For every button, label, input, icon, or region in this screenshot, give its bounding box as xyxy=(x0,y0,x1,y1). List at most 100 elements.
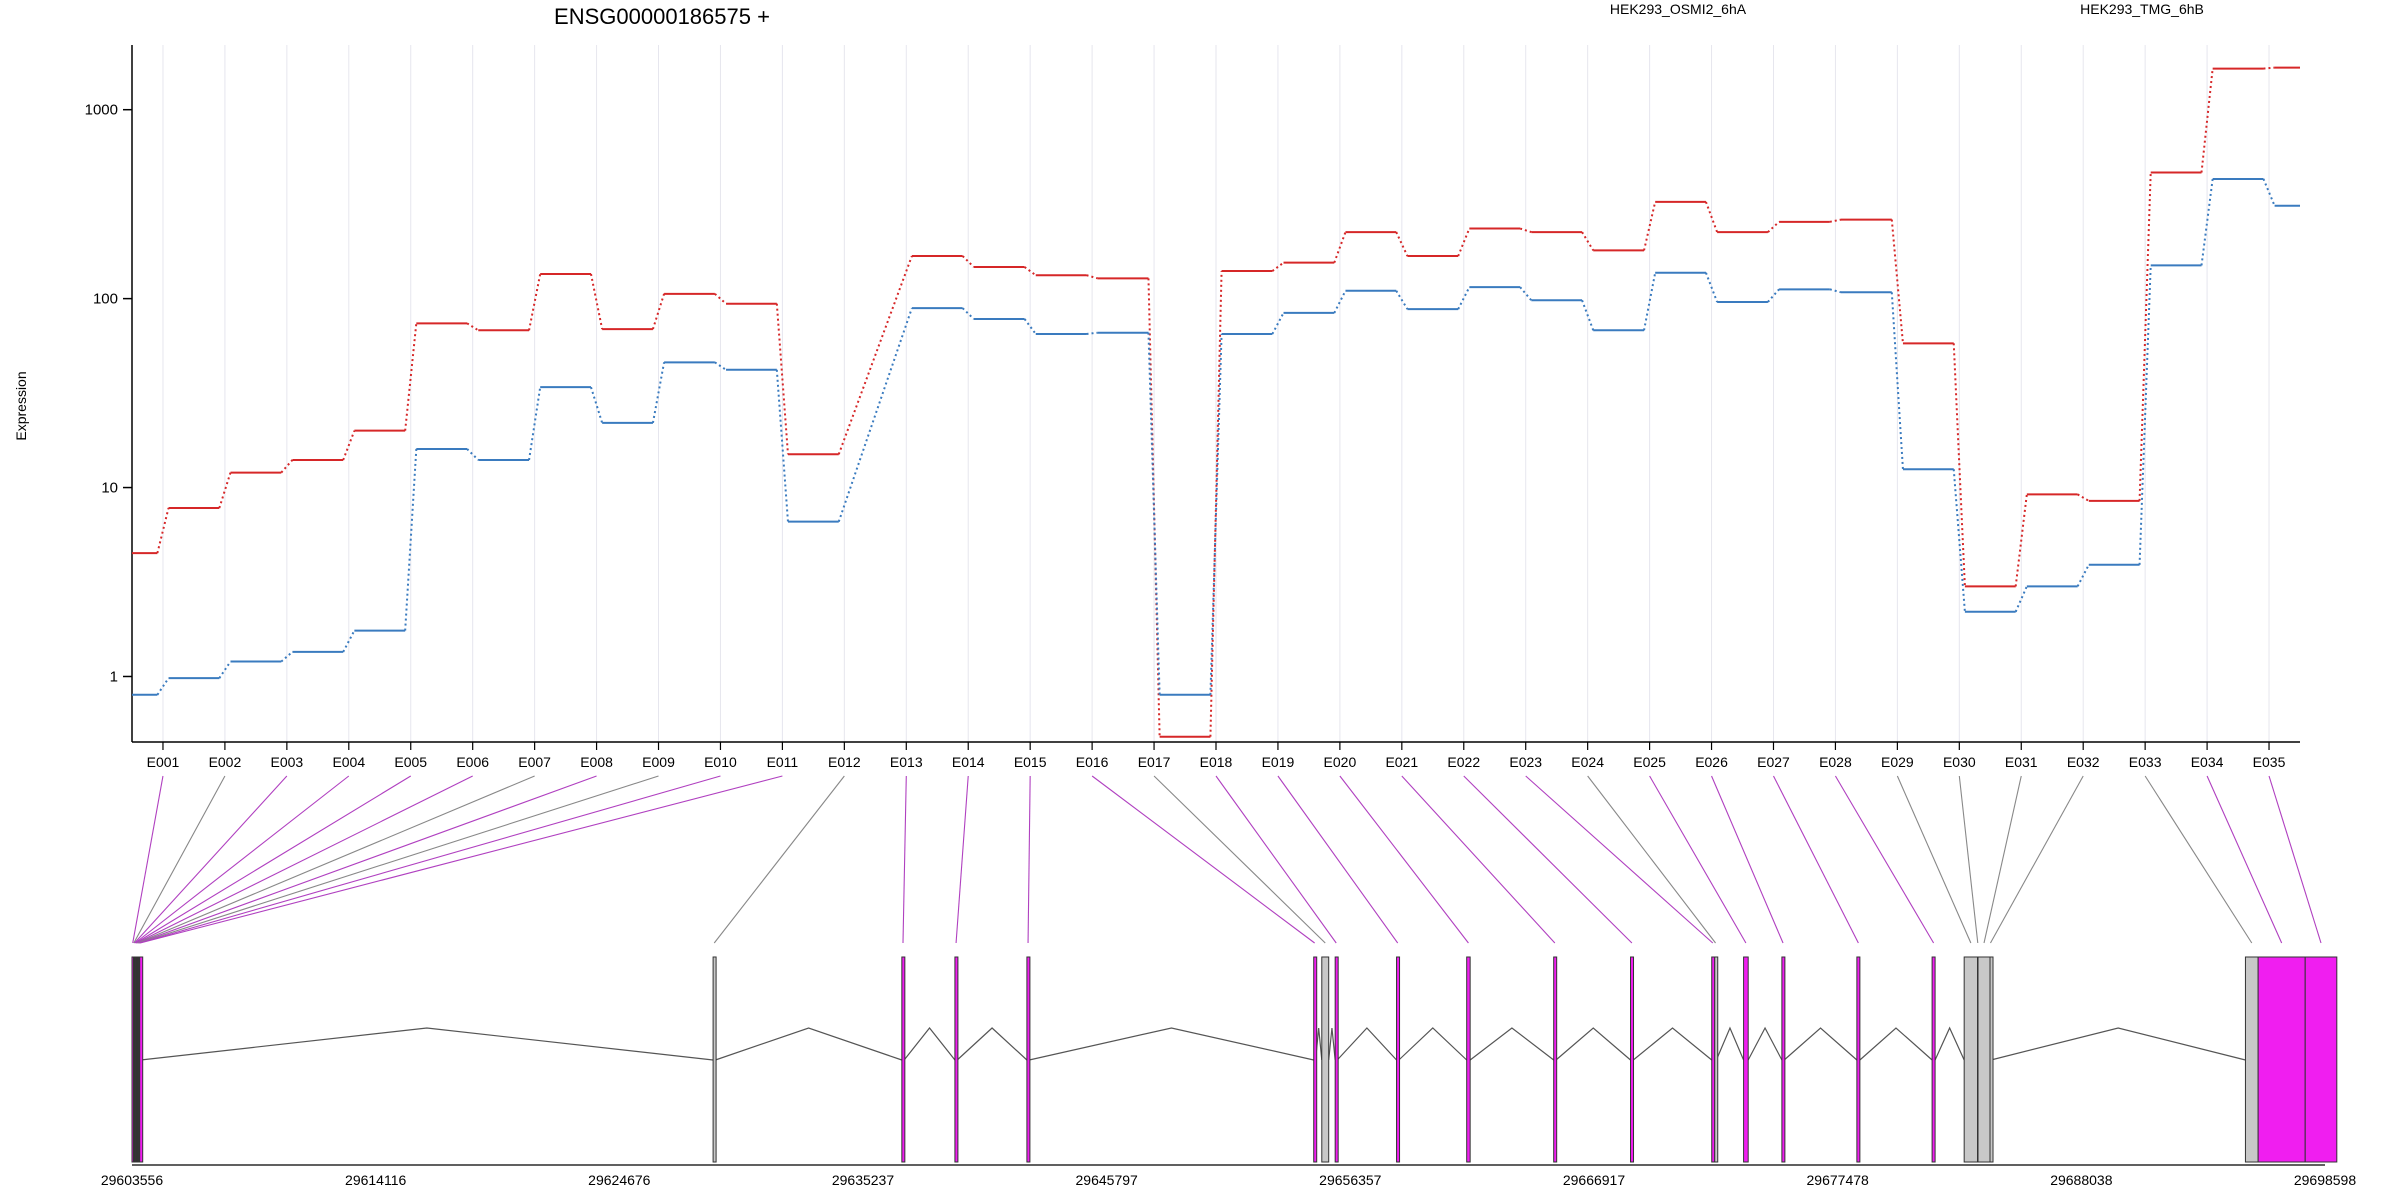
series-transition xyxy=(1705,272,1719,303)
intron-arc xyxy=(1747,1026,1783,1061)
coordinate-label: 29603556 xyxy=(101,1172,164,1188)
x-tick-label: E027 xyxy=(1757,754,1790,770)
x-tick-label: E016 xyxy=(1076,754,1109,770)
series-HEK293_OSMI2_6hA xyxy=(132,66,2300,738)
exon-e017 xyxy=(1321,956,1330,1163)
coordinate-label: 29698598 xyxy=(2294,1172,2357,1188)
intron-arc xyxy=(1859,1027,1933,1061)
x-tick-label: E023 xyxy=(1509,754,1542,770)
connector-e019 xyxy=(1277,775,1399,944)
exon-e028 xyxy=(1931,956,1936,1163)
series-transition xyxy=(342,430,356,461)
connector-e005 xyxy=(135,775,412,944)
x-tick-label: E026 xyxy=(1695,754,1728,770)
exon-e015 xyxy=(1026,956,1031,1163)
intron-arc xyxy=(140,1027,714,1061)
exon-e018 xyxy=(1334,956,1339,1163)
x-tick-label: E015 xyxy=(1014,754,1047,770)
y-tick-label: 1000 xyxy=(85,102,118,119)
x-tick-label: E019 xyxy=(1262,754,1295,770)
y-tick-label: 100 xyxy=(93,291,118,308)
series-transition xyxy=(1333,290,1347,314)
x-tick-label: E010 xyxy=(704,754,737,770)
y-tick-label: 1 xyxy=(110,668,118,685)
series-transition xyxy=(1952,343,1966,587)
exon-e024 xyxy=(1714,956,1719,1163)
coordinate-label: 29614116 xyxy=(345,1172,406,1188)
connector-e014 xyxy=(955,775,969,944)
series-transition xyxy=(714,361,727,371)
x-tick-label: E024 xyxy=(1571,754,1604,770)
x-tick-label: E002 xyxy=(209,754,242,770)
series-HEK293_TMG_6hB xyxy=(132,177,2300,696)
connector-e023 xyxy=(1525,775,1714,944)
connector-e001 xyxy=(132,775,164,944)
series-transition xyxy=(775,369,789,522)
gene-model-track: 29603556 29614116 29624676 29635237 29645797… xyxy=(101,956,2357,1188)
connector-e029 xyxy=(1896,775,1972,944)
y-axis-label: Expression xyxy=(13,371,29,440)
connector-e031 xyxy=(1983,775,2022,944)
series-transition xyxy=(1147,278,1161,737)
x-tick-label: E021 xyxy=(1385,754,1418,770)
series-transition xyxy=(2076,564,2090,587)
x-tick-label: E035 xyxy=(2253,754,2286,770)
exon-e021 xyxy=(1553,956,1558,1163)
coordinate-label: 29688038 xyxy=(2050,1172,2113,1188)
x-tick-label: E014 xyxy=(952,754,985,770)
intron-arc xyxy=(903,1027,956,1061)
x-tick-label: E031 xyxy=(2005,754,2038,770)
exon-e027 xyxy=(1856,956,1861,1163)
series-transition xyxy=(1023,318,1037,335)
series-transition xyxy=(404,448,418,631)
x-tick-label: E022 xyxy=(1447,754,1480,770)
connector-e020 xyxy=(1339,775,1469,944)
connector-e017 xyxy=(1153,775,1326,944)
series-transition xyxy=(1395,290,1409,310)
connector-e012 xyxy=(713,775,845,944)
series-transition xyxy=(1024,266,1037,277)
series-transition xyxy=(1209,333,1223,695)
series-transition xyxy=(1952,469,1966,612)
x-tick-label: E011 xyxy=(767,754,799,770)
coordinate-label: 29666917 xyxy=(1563,1172,1626,1188)
expression-axes: 1 10 100 1000 E001 E002 E003 E004 E005 E006 E007 E0… xyxy=(85,45,2300,770)
exon-e013 xyxy=(901,956,906,1163)
exon-e031 xyxy=(1977,956,1991,1163)
series-transition xyxy=(1271,261,1285,272)
series-transition xyxy=(1705,201,1719,233)
x-tick-label: E034 xyxy=(2191,754,2224,770)
y-tick-label: 10 xyxy=(101,480,118,497)
exon-e029 xyxy=(1963,956,1979,1163)
series-transition xyxy=(1581,299,1595,331)
series-transition xyxy=(466,322,479,332)
coordinate-label: 29624676 xyxy=(588,1172,651,1188)
intron-arc xyxy=(1469,1027,1555,1061)
intron-arc xyxy=(715,1027,903,1061)
exon-e032 xyxy=(1989,956,1994,1163)
connector-e022 xyxy=(1463,775,1633,944)
series-transition xyxy=(342,630,356,653)
exon-connector-lines xyxy=(132,775,2322,944)
connector-e021 xyxy=(1401,775,1556,944)
legend-entry-osmi2: HEK293_OSMI2_6hA xyxy=(1610,1,1747,17)
series-transition xyxy=(218,660,232,679)
exon-e022 xyxy=(1630,956,1635,1163)
coordinate-label: 29677478 xyxy=(1807,1172,1870,1188)
intron-arc xyxy=(1336,1027,1397,1061)
intron-arc xyxy=(1783,1027,1858,1061)
connector-e032 xyxy=(1989,775,2084,944)
series-transition xyxy=(218,472,232,509)
x-tick-label: E009 xyxy=(642,754,675,770)
exon-e026 xyxy=(1781,956,1786,1163)
connector-e028 xyxy=(1834,775,1935,944)
connector-e034 xyxy=(2206,775,2283,944)
x-tick-label: E001 xyxy=(147,754,180,770)
intron-arc xyxy=(956,1027,1028,1061)
series-transition xyxy=(1519,227,1532,234)
connector-e035 xyxy=(2268,775,2322,944)
x-tick-label: E013 xyxy=(890,754,923,770)
series-transition xyxy=(775,303,789,455)
series-transition xyxy=(1829,288,1842,294)
exon-e014 xyxy=(954,956,959,1163)
